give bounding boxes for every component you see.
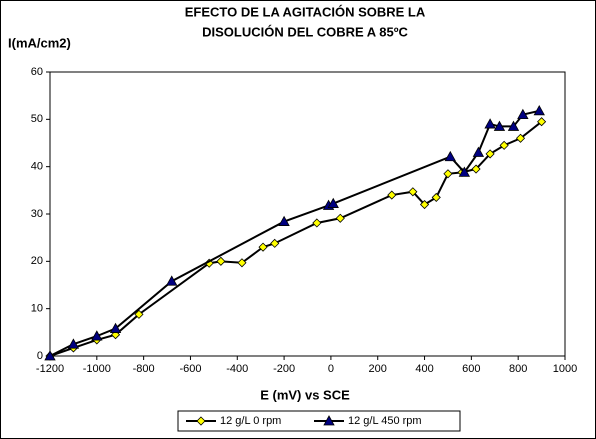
marker bbox=[67, 338, 80, 349]
marker bbox=[507, 120, 520, 131]
legend-label: 12 g/L 0 rpm bbox=[220, 415, 281, 427]
y-tick-label: 60 bbox=[31, 66, 43, 78]
marker bbox=[387, 190, 397, 200]
marker bbox=[335, 213, 345, 223]
marker bbox=[312, 218, 322, 228]
marker bbox=[196, 416, 206, 426]
x-tick-label: -800 bbox=[133, 363, 155, 375]
x-tick-label: -200 bbox=[273, 363, 295, 375]
x-tick-label: 0 bbox=[328, 363, 334, 375]
x-tick-label: 400 bbox=[415, 363, 433, 375]
x-tick-label: 200 bbox=[369, 363, 387, 375]
x-tick-label: 1000 bbox=[553, 363, 577, 375]
marker bbox=[443, 169, 453, 179]
x-tick-label: -400 bbox=[226, 363, 248, 375]
marker bbox=[419, 199, 430, 210]
marker bbox=[537, 117, 547, 127]
marker bbox=[499, 140, 509, 150]
marker bbox=[134, 309, 144, 319]
marker bbox=[517, 108, 529, 119]
marker bbox=[533, 104, 545, 116]
x-tick-label: -1200 bbox=[36, 363, 64, 375]
marker bbox=[444, 150, 456, 162]
x-tick-label: -600 bbox=[179, 363, 201, 375]
x-tick-label: -1000 bbox=[83, 363, 111, 375]
y-tick-label: 0 bbox=[37, 350, 43, 362]
y-tick-label: 10 bbox=[31, 303, 43, 315]
marker bbox=[458, 166, 471, 177]
legend-label: 12 g/L 450 rpm bbox=[348, 415, 422, 427]
marker bbox=[472, 146, 485, 157]
marker bbox=[485, 149, 495, 159]
marker bbox=[493, 120, 506, 131]
marker bbox=[408, 187, 418, 197]
marker bbox=[515, 133, 526, 143]
chart-title: EFECTO DE LA AGITACIÓN SOBRE LA bbox=[185, 4, 426, 19]
marker bbox=[278, 215, 290, 226]
marker bbox=[109, 322, 122, 333]
marker bbox=[91, 330, 103, 341]
marker bbox=[471, 164, 481, 174]
marker bbox=[166, 275, 178, 286]
y-tick-label: 30 bbox=[31, 208, 43, 220]
marker bbox=[216, 256, 226, 266]
marker bbox=[327, 197, 339, 208]
y-tick-label: 20 bbox=[31, 255, 43, 267]
marker bbox=[237, 258, 247, 268]
marker bbox=[484, 118, 496, 129]
y-tick-label: 40 bbox=[31, 161, 43, 173]
chart-title: DISOLUCIÓN DEL COBRE A 85ºC bbox=[202, 24, 408, 39]
x-axis-label: E (mV) vs SCE bbox=[260, 387, 350, 402]
x-tick-label: 600 bbox=[462, 363, 480, 375]
marker bbox=[270, 238, 280, 248]
x-tick-label: 800 bbox=[509, 363, 527, 375]
marker bbox=[258, 242, 268, 252]
y-axis-label: I(mA/cm2) bbox=[8, 35, 71, 50]
y-tick-label: 50 bbox=[31, 113, 43, 125]
marker bbox=[44, 350, 56, 361]
series-line bbox=[49, 109, 540, 357]
marker bbox=[323, 415, 335, 426]
marker bbox=[431, 192, 441, 202]
